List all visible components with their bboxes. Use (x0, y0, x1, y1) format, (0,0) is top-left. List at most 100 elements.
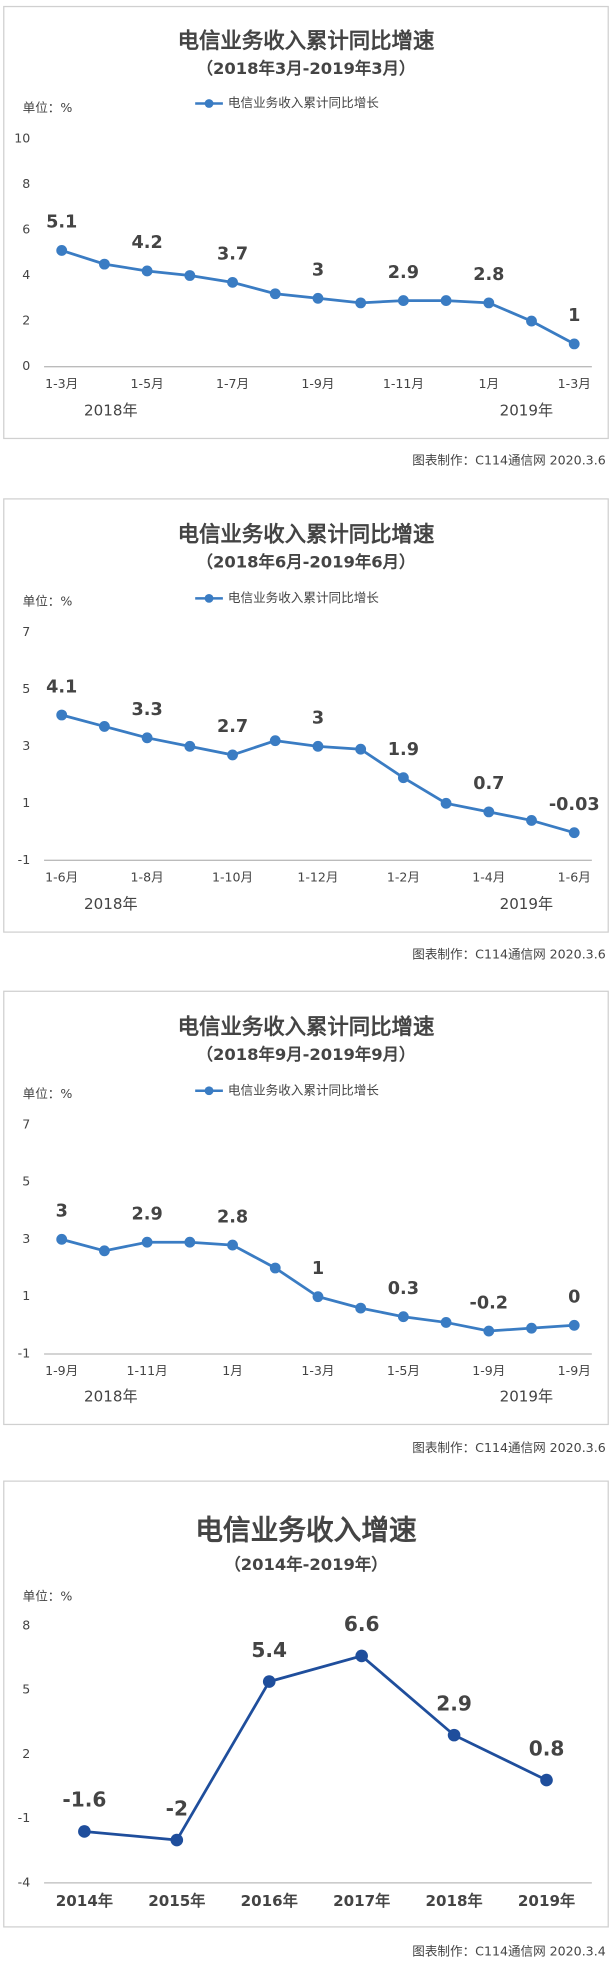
data-point (447, 1728, 461, 1742)
x-tick-label: 2018年 (426, 1892, 483, 1910)
y-tick-label: 1 (22, 795, 30, 810)
data-point (540, 1773, 553, 1787)
y-tick-label: -1 (18, 1345, 31, 1360)
year-label: 2019年 (500, 895, 554, 913)
source: 图表制作：C114通信网 2020.3.6 (412, 946, 605, 961)
legend-label: 电信业务收入累计同比增长 (228, 1082, 379, 1097)
data-point (56, 245, 68, 256)
x-tick-label: 1-6月 (558, 869, 591, 884)
data-point (568, 1319, 580, 1331)
y-tick-label: 4 (22, 267, 30, 282)
data-label: 0 (568, 1288, 580, 1308)
chart-title: 电信业务收入增速 (195, 1514, 417, 1547)
data-point (78, 1825, 91, 1838)
chart-title: 电信业务收入累计同比增速 (178, 1014, 435, 1040)
y-tick-label: -1 (18, 852, 31, 867)
data-point (184, 270, 196, 281)
source: 图表制作：C114通信网 2020.3.6 (412, 1440, 605, 1455)
x-tick-label: 1-8月 (131, 869, 164, 884)
x-tick-label: 1月 (479, 376, 500, 391)
data-label: 3.7 (217, 245, 248, 265)
x-tick-label: 1-2月 (387, 869, 420, 884)
data-point (440, 295, 452, 307)
source: 图表制作：C114通信网 2020.3.4 (412, 1944, 605, 1959)
unit-label: 单位：% (23, 100, 73, 115)
x-tick-label: 1-9月 (558, 1363, 591, 1378)
data-point (483, 1325, 495, 1337)
data-label: -2 (166, 1796, 188, 1820)
data-point (483, 297, 495, 309)
y-tick-label: 5 (22, 681, 30, 696)
legend-label: 电信业务收入累计同比增长 (228, 95, 379, 110)
y-tick-label: 7 (22, 1116, 30, 1131)
data-point (262, 1675, 276, 1688)
data-point (227, 276, 238, 288)
data-label: 1 (568, 306, 580, 326)
data-point (397, 772, 409, 784)
y-tick-label: 3 (22, 1231, 30, 1246)
data-label: -0.03 (549, 795, 600, 815)
legend-label: 电信业务收入累计同比增长 (228, 590, 379, 605)
data-label: 2.9 (436, 1691, 472, 1715)
data-label: 2.8 (217, 1207, 248, 1227)
data-label: 5.4 (251, 1638, 287, 1662)
y-tick-label: 8 (22, 1617, 30, 1632)
data-label: 0.3 (388, 1279, 419, 1299)
data-point (227, 1239, 238, 1251)
year-label: 2019年 (500, 401, 554, 419)
unit-label: 单位：% (23, 1086, 73, 1101)
x-tick-label: 1-5月 (387, 1363, 420, 1378)
x-tick-label: 2016年 (241, 1892, 298, 1910)
data-point (184, 740, 196, 752)
data-point (312, 740, 324, 752)
x-tick-label: 1-9月 (301, 376, 334, 391)
data-point (56, 1233, 68, 1245)
y-tick-label: 1 (22, 1288, 30, 1303)
x-tick-label: 1-3月 (301, 1363, 334, 1378)
y-tick-label: 2 (22, 1746, 30, 1761)
data-point (269, 288, 281, 300)
data-point (98, 720, 110, 732)
data-point (312, 292, 324, 304)
year-label: 2018年 (84, 895, 138, 913)
data-point (397, 1311, 409, 1323)
data-point (98, 1245, 110, 1257)
y-tick-label: 0 (22, 358, 30, 373)
x-tick-label: 1-9月 (472, 1363, 505, 1378)
data-label: -1.6 (62, 1788, 106, 1812)
x-tick-label: 1-9月 (45, 1363, 78, 1378)
data-point (440, 1317, 452, 1328)
year-label: 2018年 (84, 1387, 138, 1405)
y-tick-label: 10 (14, 130, 30, 145)
x-tick-label: 1-10月 (212, 869, 253, 884)
x-tick-label: 2014年 (56, 1892, 113, 1910)
chart-title: 电信业务收入累计同比增速 (178, 521, 435, 547)
legend-marker (204, 99, 214, 108)
x-tick-label: 1-4月 (472, 869, 505, 884)
y-tick-label: 2 (22, 313, 30, 328)
data-point (526, 1322, 537, 1334)
year-label: 2019年 (500, 1387, 554, 1405)
data-label: -0.2 (470, 1293, 509, 1313)
chart-subtitle: （2018年6月-2019年6月） (197, 553, 416, 572)
y-tick-label: 5 (22, 1682, 30, 1697)
x-tick-label: 1-3月 (558, 376, 591, 391)
data-label: 3 (312, 709, 324, 729)
chart-subtitle: （2018年3月-2019年3月） (197, 59, 416, 78)
data-label: 3 (312, 261, 324, 281)
data-point (312, 1291, 324, 1303)
data-label: 3 (56, 1202, 68, 1222)
data-point (526, 315, 537, 327)
data-point (141, 265, 153, 277)
panel (3, 1480, 609, 1928)
data-point (440, 797, 452, 809)
data-point (526, 815, 537, 826)
x-tick-label: 1-3月 (45, 376, 78, 391)
data-label: 3.3 (132, 700, 163, 720)
panel (3, 498, 609, 933)
data-point (355, 297, 367, 309)
data-label: 1.9 (388, 740, 419, 760)
x-tick-label: 1-6月 (45, 869, 78, 884)
data-point (355, 1649, 368, 1663)
